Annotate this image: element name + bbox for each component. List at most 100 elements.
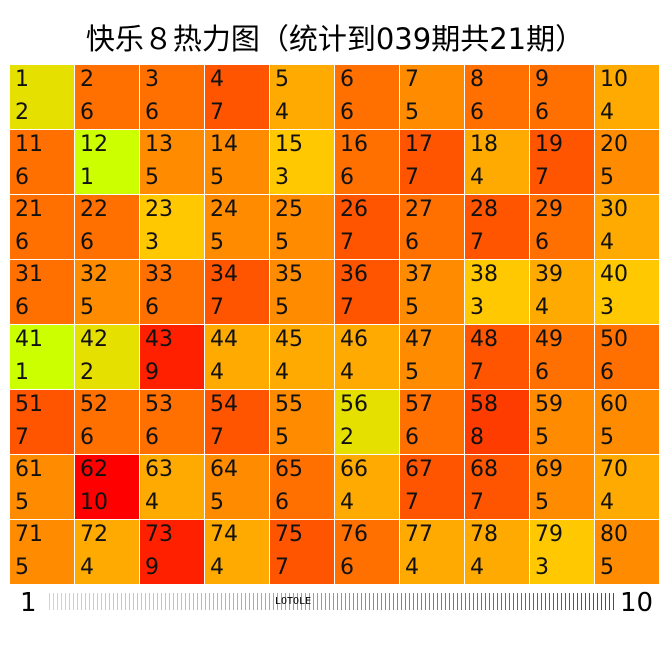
heatmap-cell: 42 2 (75, 325, 140, 390)
cell-count: 4 (275, 100, 289, 125)
cell-count: 4 (145, 490, 159, 515)
cell-number: 44 (210, 327, 238, 352)
cell-number: 63 (145, 457, 173, 482)
heatmap-cell: 49 6 (530, 325, 595, 390)
heatmap-cell: 52 6 (75, 390, 140, 455)
cell-number: 19 (535, 132, 563, 157)
cell-number: 52 (80, 392, 108, 417)
cell-count: 7 (470, 490, 484, 515)
cell-count: 7 (340, 230, 354, 255)
cell-number: 43 (145, 327, 173, 352)
cell-count: 5 (80, 295, 94, 320)
cell-count: 6 (145, 100, 159, 125)
cell-number: 80 (600, 522, 628, 547)
cell-number: 7 (405, 67, 419, 92)
heatmap-cell: 73 9 (140, 520, 205, 585)
cell-number: 58 (470, 392, 498, 417)
cell-count: 6 (145, 425, 159, 450)
cell-count: 5 (15, 555, 29, 580)
cell-number: 75 (275, 522, 303, 547)
cell-number: 61 (15, 457, 43, 482)
cell-number: 4 (210, 67, 224, 92)
cell-count: 7 (275, 555, 289, 580)
heatmap-cell: 74 4 (205, 520, 270, 585)
heatmap-cell: 23 3 (140, 195, 205, 260)
cell-number: 29 (535, 197, 563, 222)
cell-count: 8 (470, 425, 484, 450)
cell-number: 54 (210, 392, 238, 417)
cell-number: 56 (340, 392, 368, 417)
cell-number: 66 (340, 457, 368, 482)
cell-count: 5 (275, 425, 289, 450)
cell-count: 6 (275, 490, 289, 515)
cell-number: 12 (80, 132, 108, 157)
cell-count: 3 (535, 555, 549, 580)
heatmap-cell: 21 6 (10, 195, 75, 260)
cell-count: 6 (80, 100, 94, 125)
cell-count: 6 (145, 295, 159, 320)
heatmap-cell: 51 7 (10, 390, 75, 455)
cell-number: 53 (145, 392, 173, 417)
heatmap-cell: 67 7 (400, 455, 465, 520)
cell-number: 67 (405, 457, 433, 482)
chart-title: 快乐８热力图（统计到039期共21期） (85, 22, 585, 56)
cell-number: 26 (340, 197, 368, 222)
cell-number: 41 (15, 327, 43, 352)
cell-count: 6 (340, 555, 354, 580)
cell-count: 4 (275, 360, 289, 385)
cell-number: 36 (340, 262, 368, 287)
cell-count: 5 (535, 425, 549, 450)
cell-number: 8 (470, 67, 484, 92)
cell-number: 71 (15, 522, 43, 547)
cell-count: 7 (210, 425, 224, 450)
cell-count: 5 (405, 100, 419, 125)
heatmap-cell: 60 5 (595, 390, 660, 455)
heatmap-cell: 33 6 (140, 260, 205, 325)
cell-number: 59 (535, 392, 563, 417)
cell-number: 11 (15, 132, 43, 157)
cell-count: 5 (210, 165, 224, 190)
cell-count: 6 (535, 230, 549, 255)
cell-number: 42 (80, 327, 108, 352)
cell-count: 5 (210, 490, 224, 515)
cell-count: 4 (210, 360, 224, 385)
cell-number: 69 (535, 457, 563, 482)
cell-count: 6 (535, 100, 549, 125)
heatmap-cell: 43 9 (140, 325, 205, 390)
cell-number: 65 (275, 457, 303, 482)
cell-count: 9 (145, 555, 159, 580)
cell-number: 35 (275, 262, 303, 287)
cell-count: 7 (15, 425, 29, 450)
heatmap-cell: 28 7 (465, 195, 530, 260)
cell-count: 5 (210, 230, 224, 255)
heatmap-cell: 29 6 (530, 195, 595, 260)
cell-number: 5 (275, 67, 289, 92)
cell-count: 4 (535, 295, 549, 320)
heatmap-cell: 32 5 (75, 260, 140, 325)
cell-number: 39 (535, 262, 563, 287)
heatmap-cell: 39 4 (530, 260, 595, 325)
heatmap-cell: 15 3 (270, 130, 335, 195)
cell-number: 48 (470, 327, 498, 352)
cell-count: 7 (535, 165, 549, 190)
cell-count: 5 (535, 490, 549, 515)
cell-count: 6 (80, 230, 94, 255)
cell-number: 34 (210, 262, 238, 287)
heatmap-cell: 16 6 (335, 130, 400, 195)
cell-count: 4 (340, 490, 354, 515)
cell-number: 46 (340, 327, 368, 352)
cell-number: 57 (405, 392, 433, 417)
heatmap-cell: 40 3 (595, 260, 660, 325)
heatmap-cell: 76 6 (335, 520, 400, 585)
cell-number: 21 (15, 197, 43, 222)
heatmap-cell: 41 1 (10, 325, 75, 390)
cell-count: 3 (600, 295, 614, 320)
heatmap-cell: 14 5 (205, 130, 270, 195)
heatmap-cell: 53 6 (140, 390, 205, 455)
cell-number: 16 (340, 132, 368, 157)
cell-count: 6 (405, 425, 419, 450)
